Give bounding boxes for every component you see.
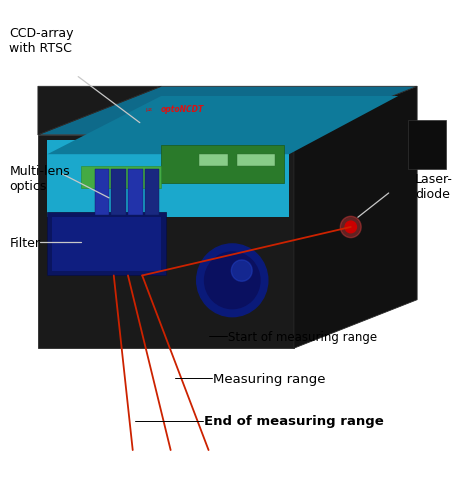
Text: µε: µε [146,106,153,111]
Bar [237,155,275,167]
Polygon shape [128,169,143,215]
Text: Laser-
diode: Laser- diode [415,172,453,200]
Circle shape [340,217,361,238]
Text: Multi-lens
optics: Multi-lens optics [9,165,70,193]
Text: End of measuring range: End of measuring range [204,415,383,427]
Polygon shape [52,218,161,271]
Polygon shape [47,140,289,218]
Text: optoNCDT: optoNCDT [161,105,204,113]
Polygon shape [38,136,294,348]
Polygon shape [38,87,161,136]
Polygon shape [81,167,161,189]
Polygon shape [38,87,417,136]
Text: Start of measuring range: Start of measuring range [228,330,377,343]
Circle shape [231,260,252,282]
Polygon shape [47,97,398,155]
Text: Filter: Filter [9,237,40,249]
Circle shape [345,222,356,233]
Polygon shape [95,169,109,215]
Polygon shape [161,145,284,184]
Text: CCD-array
with RTSC: CCD-array with RTSC [9,27,74,55]
Circle shape [205,253,260,309]
Polygon shape [111,169,126,215]
Polygon shape [294,87,417,348]
Circle shape [197,244,268,317]
Polygon shape [47,213,166,276]
Polygon shape [145,169,159,215]
Bar [199,155,228,167]
Text: Measuring range: Measuring range [213,372,326,385]
Polygon shape [408,121,446,169]
